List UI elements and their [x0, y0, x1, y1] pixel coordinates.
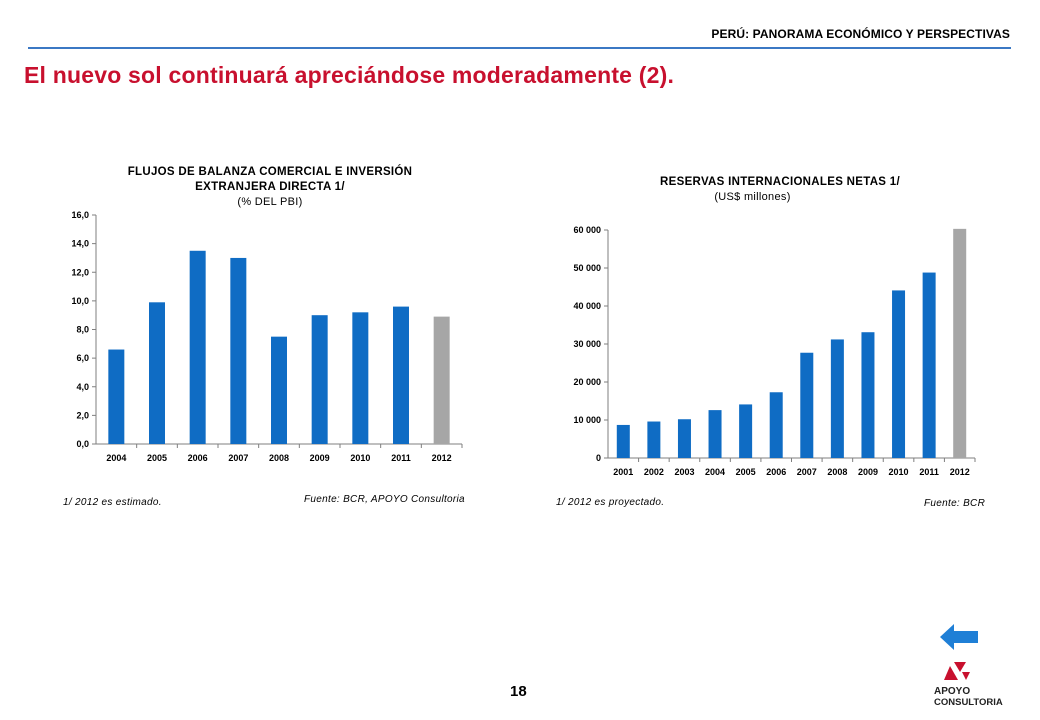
bar-2006 — [769, 392, 783, 458]
logo-text-1: APOYO — [934, 686, 970, 697]
bar-2012 — [433, 316, 450, 444]
right-chart-subtitle: (US$ millones) — [714, 191, 791, 203]
y-tick-label: 60 000 — [573, 225, 601, 235]
x-tick-label: 2006 — [766, 467, 786, 477]
y-tick-label: 0,0 — [76, 439, 89, 449]
header-divider — [28, 47, 1011, 49]
y-tick-label: 4,0 — [76, 382, 89, 392]
x-tick-label: 2012 — [950, 467, 970, 477]
bar-2003 — [677, 419, 691, 458]
page-number: 18 — [510, 683, 527, 700]
y-tick-label: 30 000 — [573, 339, 601, 349]
page-title: El nuevo sol continuará apreciándose mod… — [24, 62, 675, 88]
y-tick-label: 8,0 — [76, 325, 89, 335]
x-tick-label: 2007 — [228, 453, 248, 463]
y-tick-label: 14,0 — [71, 239, 89, 249]
x-tick-label: 2002 — [644, 467, 664, 477]
arrow-left-icon — [940, 624, 978, 650]
back-button[interactable] — [940, 622, 980, 657]
bar-2010 — [352, 312, 369, 444]
x-tick-label: 2011 — [919, 467, 939, 477]
x-tick-label: 2001 — [613, 467, 633, 477]
x-tick-label: 2008 — [269, 453, 289, 463]
x-tick-label: 2011 — [391, 453, 411, 463]
left-chart-subtitle: (% DEL PBI) — [237, 196, 303, 208]
left-chart-title-line2: EXTRANJERA DIRECTA 1/ — [195, 181, 345, 193]
bar-2007 — [800, 352, 814, 458]
x-tick-label: 2005 — [147, 453, 167, 463]
bar-2004 — [708, 410, 722, 458]
y-tick-label: 40 000 — [573, 301, 601, 311]
y-tick-label: 6,0 — [76, 353, 89, 363]
logo-text-2: CONSULTORIA — [934, 697, 1003, 708]
bar-2005 — [739, 404, 753, 458]
y-tick-label: 2,0 — [76, 410, 89, 420]
bar-2008 — [271, 336, 287, 444]
x-tick-label: 2010 — [889, 467, 909, 477]
right-chart-note: 1/ 2012 es proyectado. — [556, 497, 665, 508]
x-tick-label: 2006 — [188, 453, 208, 463]
x-tick-label: 2008 — [827, 467, 847, 477]
header-title: PERÚ: PANORAMA ECONÓMICO Y PERSPECTIVAS — [711, 27, 1010, 41]
bar-2006 — [189, 250, 206, 444]
x-tick-label: 2007 — [797, 467, 817, 477]
bar-2009 — [861, 332, 875, 458]
x-tick-label: 2004 — [106, 453, 126, 463]
y-tick-label: 12,0 — [71, 267, 89, 277]
left-chart-note: 1/ 2012 es estimado. — [63, 497, 162, 508]
right-chart-title-line1: RESERVAS INTERNACIONALES NETAS 1/ — [660, 176, 900, 188]
bar-2008 — [830, 339, 844, 458]
bar-2001 — [616, 424, 630, 458]
bar-2005 — [149, 302, 165, 444]
bar-2012 — [953, 228, 967, 458]
x-tick-label: 2003 — [674, 467, 694, 477]
y-tick-label: 50 000 — [573, 263, 601, 273]
bar-2011 — [922, 272, 936, 458]
apoyo-consultoria-logo: APOYO CONSULTORIA — [932, 660, 1012, 708]
x-tick-label: 2009 — [310, 453, 330, 463]
right-chart-title: RESERVAS INTERNACIONALES NETAS 1/ (US$ m… — [600, 175, 960, 205]
bar-2011 — [393, 306, 409, 444]
bar-2002 — [647, 421, 661, 458]
right-chart-source: Fuente: BCR — [924, 498, 986, 509]
y-tick-label: 10 000 — [573, 415, 601, 425]
left-bar-chart: 0,0 2,0 4,0 6,0 8,0 10,0 12,0 14,0 16,0 2004 2005 2… — [71, 210, 463, 463]
x-tick-label: 2005 — [736, 467, 756, 477]
y-tick-label: 16,0 — [71, 210, 89, 220]
left-chart-title-line1: FLUJOS DE BALANZA COMERCIAL E INVERSIÓN — [127, 166, 413, 178]
left-chart-title: FLUJOS DE BALANZA COMERCIAL E INVERSIÓN … — [90, 165, 450, 210]
x-tick-label: 2012 — [432, 453, 452, 463]
x-tick-label: 2009 — [858, 467, 878, 477]
bar-2010 — [892, 290, 906, 458]
bar-2004 — [108, 349, 125, 444]
left-chart-source: Fuente: BCR, APOYO Consultoria — [304, 494, 465, 505]
y-tick-label: 20 000 — [573, 377, 601, 387]
x-tick-label: 2004 — [705, 467, 725, 477]
x-tick-label: 2010 — [350, 453, 370, 463]
bar-2007 — [230, 257, 247, 444]
y-tick-label: 10,0 — [71, 296, 89, 306]
bar-2009 — [311, 315, 328, 444]
y-tick-label: 0 — [596, 453, 601, 463]
right-bar-chart: 0 10 000 20 000 30 000 40 000 50 000 60 000 200… — [573, 225, 976, 477]
